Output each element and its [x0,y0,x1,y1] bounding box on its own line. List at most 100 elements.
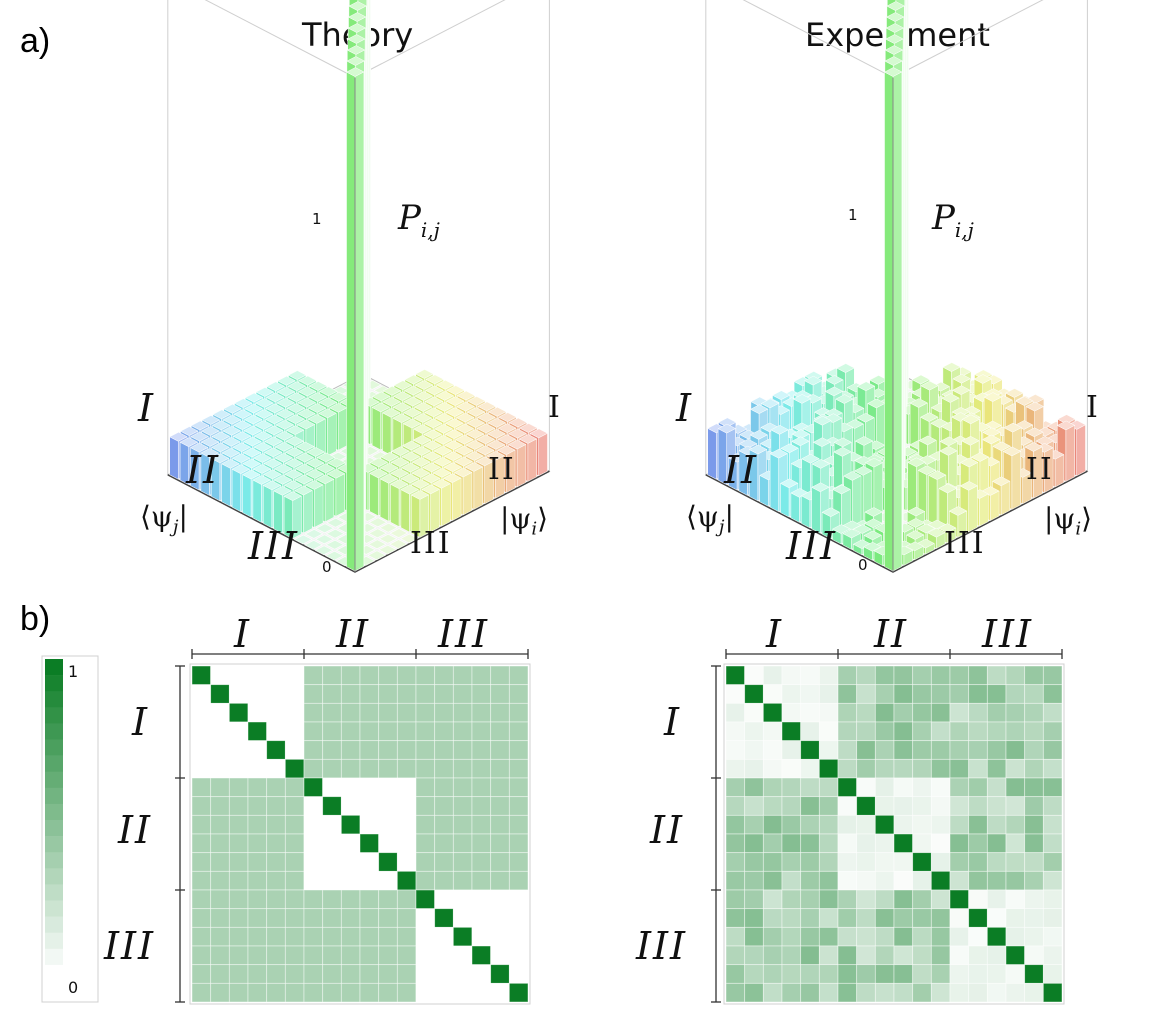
experiment-heatmap-cell [874,926,895,947]
colorbar-swatch [45,932,63,950]
experiment-heatmap-cell [986,889,1007,910]
theory-3d-bar [325,550,344,561]
experiment-heatmap-cell [874,684,895,704]
experiment-heatmap-cell [856,758,876,779]
experiment-heatmap-cell [912,721,932,742]
experiment-heatmap-cell [1024,889,1044,910]
experiment-heatmap-cell [893,926,914,947]
theory-3d-bar [315,534,334,545]
theory-3d-group [166,0,551,573]
experiment-heatmap-cell [1024,833,1044,854]
experiment-left-block-2: II [724,448,759,492]
experiment-heatmap-cell [930,889,951,910]
experiment-heatmap-cell [1042,665,1063,686]
experiment-heatmap-cell [762,740,783,760]
colorbar-swatch [45,755,63,772]
experiment-heatmap-cell [781,702,802,723]
theory-z-tick-1: 1 [312,210,322,228]
experiment-heatmap-cell [874,702,895,723]
experiment-heatmap-cell [781,814,802,835]
experiment-heatmap-cell [744,665,764,686]
experiment-heatmap-cell [912,908,932,928]
experiment-heatmap-cell [968,777,988,798]
experiment-heatmap-cell [856,721,876,742]
experiment-3d-group [704,0,1089,573]
experiment-3d-bar [883,67,903,572]
experiment-heatmap-cell [818,908,839,928]
experiment-heatmap-cell [1005,870,1026,891]
colorbar-swatch [45,884,63,901]
experiment-heatmap-cell [725,777,746,798]
experiment-heatmap-cell [949,982,970,1003]
experiment-heatmap-cell [856,702,876,723]
experiment-heatmap-cell [1042,833,1063,854]
experiment-heatmap-cell [856,926,876,947]
experiment-heatmap-cell [856,814,876,835]
experiment-heatmap-cell [800,702,820,723]
experiment-heatmap-cell [1024,814,1044,835]
experiment-heatmap-cell [1042,758,1063,779]
experiment-heatmap-cell [1024,665,1044,686]
experiment-right-axis-label: |ψi⟩ [1044,502,1093,540]
experiment-heatmap-left-bracket [711,665,721,1003]
experiment-heatmap-cell [949,945,970,966]
experiment-heatmap-cell [968,665,988,686]
experiment-heatmap-cell [762,833,783,854]
experiment-heatmap-cell [781,740,802,760]
experiment-heatmap-cell [856,684,876,704]
experiment-heatmap-cell [986,908,1007,928]
experiment-heatmap-cell [762,665,783,686]
theory-right-axis-label: |ψi⟩ [500,502,549,540]
experiment-heatmap-cell [893,852,914,872]
experiment-z-axis-label: Pi,j [932,198,974,242]
experiment-heatmap-cell [986,814,1007,835]
colorbar-swatch [45,675,63,692]
experiment-heatmap-cell [837,814,858,835]
experiment-heatmap-cell [725,833,746,854]
experiment-heatmap-cell [912,833,932,854]
experiment-heatmap-cell [837,833,858,854]
experiment-heatmap-cell [1024,684,1044,704]
experiment-heatmap-cell [874,852,895,872]
experiment-heatmap-side-block-2: II [650,808,685,852]
experiment-heatmap-cell [781,796,802,816]
colorbar-swatch [45,948,63,966]
experiment-heatmap-cell [818,702,839,723]
experiment-heatmap-cell [1024,721,1044,742]
experiment-heatmap-cell [762,852,783,872]
experiment-heatmap-cell [893,665,914,686]
experiment-heatmap-cell [893,889,914,910]
experiment-heatmap-cell [968,926,988,947]
experiment-heatmap-cell [818,982,839,1003]
experiment-heatmap-cell [986,702,1007,723]
experiment-heatmap-cell [893,684,914,704]
experiment-heatmap-cell [893,945,914,966]
experiment-heatmap-cell [949,814,970,835]
experiment-heatmap-cell [1042,702,1063,723]
experiment-heatmap-top-block-2: II [874,612,909,656]
theory-left-block-3: III [248,524,300,568]
experiment-heatmap-cell [725,945,746,966]
experiment-heatmap-cell [1005,758,1026,779]
theory-right-block-2: II [488,452,516,487]
experiment-heatmap-cell [912,777,932,798]
experiment-heatmap-cell [762,777,783,798]
theory-right-block-3: III [410,526,452,561]
colorbar-swatch [45,820,63,837]
experiment-heatmap-cell [949,926,970,947]
panel-a-label: a) [20,22,51,60]
experiment-heatmap-cell [744,926,764,947]
experiment-heatmap-cell [856,665,876,686]
experiment-heatmap-cell [818,814,839,835]
experiment-heatmap-cell [893,721,914,742]
experiment-heatmap-cell [762,702,783,723]
experiment-heatmap-cell [874,870,895,891]
theory-left-block-2: II [186,448,221,492]
experiment-heatmap-cell [818,684,839,704]
experiment-heatmap-cell [930,796,951,816]
experiment-heatmap-cell [930,814,951,835]
experiment-heatmap-cell [762,982,783,1003]
experiment-heatmap-cell [837,758,858,779]
experiment-heatmap-cell [968,870,988,891]
experiment-heatmap-cell [949,777,970,798]
